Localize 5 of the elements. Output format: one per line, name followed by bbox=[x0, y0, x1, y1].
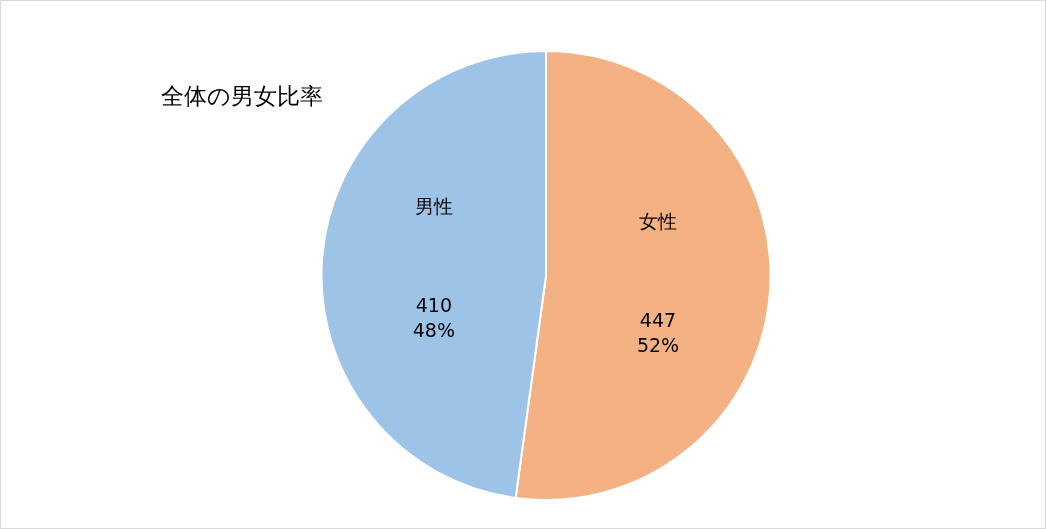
data-label: 447 52% bbox=[636, 309, 680, 356]
slice-label: 男性 bbox=[414, 195, 453, 218]
text: 全体の男女比率 bbox=[160, 82, 323, 109]
data-label: 410 48% bbox=[412, 293, 455, 341]
slice-label: 女性 bbox=[638, 210, 677, 233]
